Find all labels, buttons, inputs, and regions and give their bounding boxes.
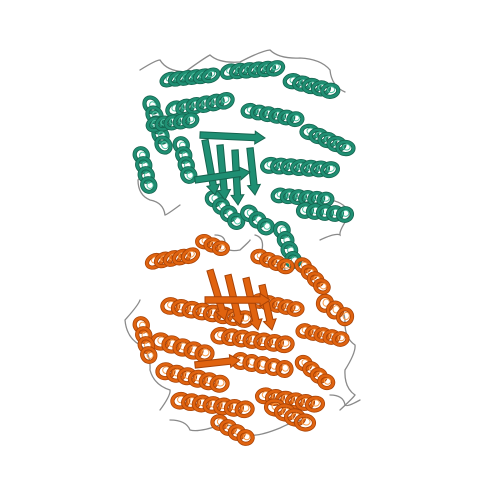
loop-coil (329, 299, 356, 411)
teal-helix (204, 189, 246, 231)
orange-strand (194, 353, 241, 369)
orange-helix (210, 414, 255, 446)
loop-coil (124, 299, 171, 411)
orange-helix (294, 354, 336, 391)
loop-coil (139, 49, 346, 93)
orange-strand (206, 268, 229, 321)
orange-chain-domain (132, 234, 355, 446)
orange-helix (315, 293, 355, 327)
teal-helix (295, 202, 355, 223)
orange-helix (170, 391, 255, 419)
teal-strand (193, 166, 251, 184)
orange-helix (263, 398, 317, 432)
teal-helix (282, 73, 341, 99)
teal-helix (299, 123, 356, 157)
teal-chain-domain (132, 60, 356, 269)
teal-strand (201, 138, 221, 196)
orange-strand (204, 292, 271, 308)
teal-strand (246, 147, 262, 196)
loop-coil (319, 199, 351, 241)
teal-helix (219, 60, 286, 80)
teal-helix (260, 156, 340, 179)
teal-helix (270, 187, 335, 208)
orange-helix (250, 248, 295, 275)
teal-strand (199, 130, 266, 145)
teal-helix (145, 112, 200, 133)
teal-helix (159, 67, 221, 88)
orange-helix (132, 316, 158, 364)
orange-helix (155, 362, 230, 393)
teal-helix (165, 91, 235, 119)
orange-helix (150, 332, 215, 363)
orange-helix (144, 247, 201, 270)
orange-helix (295, 323, 350, 347)
orange-helix (231, 351, 294, 379)
teal-helix (172, 136, 198, 184)
orange-helix (294, 257, 331, 295)
teal-helix (240, 204, 275, 236)
orange-helix (195, 234, 230, 256)
teal-helix (240, 102, 305, 128)
teal-helix (132, 146, 158, 194)
loop-coil (329, 394, 361, 407)
orange-helix (210, 326, 295, 354)
